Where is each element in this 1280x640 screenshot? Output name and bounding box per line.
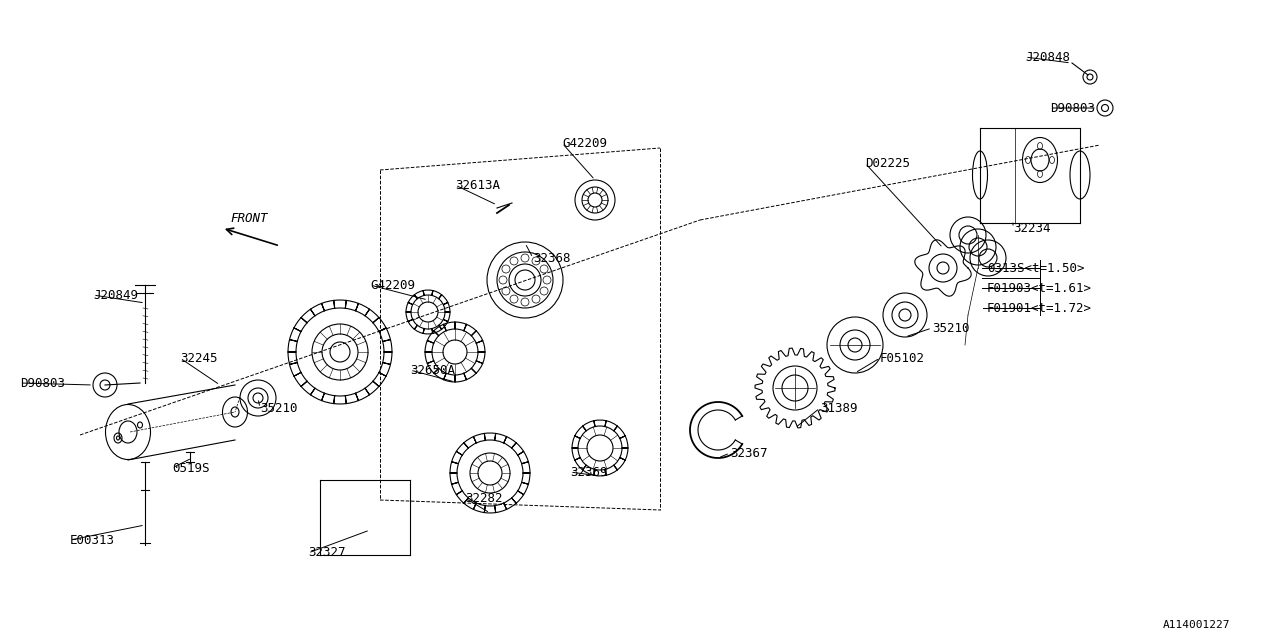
Text: 32245: 32245 — [180, 351, 218, 365]
Text: 32327: 32327 — [308, 547, 346, 559]
Text: 32650A: 32650A — [410, 364, 454, 376]
Text: J20848: J20848 — [1025, 51, 1070, 63]
Text: G42209: G42209 — [562, 136, 607, 150]
Text: 32234: 32234 — [1012, 221, 1051, 234]
Text: 32367: 32367 — [730, 447, 768, 460]
Text: F01903<t=1.61>: F01903<t=1.61> — [987, 282, 1092, 294]
Text: F01901<t=1.72>: F01901<t=1.72> — [987, 301, 1092, 314]
Text: 35210: 35210 — [932, 321, 969, 335]
Text: D90803: D90803 — [20, 376, 65, 390]
Text: G42209: G42209 — [370, 278, 415, 291]
Text: F05102: F05102 — [881, 351, 925, 365]
Text: 32369: 32369 — [570, 465, 608, 479]
Text: 35210: 35210 — [260, 401, 297, 415]
Text: J20849: J20849 — [93, 289, 138, 301]
Text: FRONT: FRONT — [230, 211, 268, 225]
Text: E00313: E00313 — [70, 534, 115, 547]
Text: A114001227: A114001227 — [1162, 620, 1230, 630]
Text: D90803: D90803 — [1050, 102, 1094, 115]
Text: 32613A: 32613A — [454, 179, 500, 191]
Text: 32368: 32368 — [532, 252, 571, 264]
Text: D02225: D02225 — [865, 157, 910, 170]
Text: 31389: 31389 — [820, 401, 858, 415]
Text: 32282: 32282 — [465, 492, 503, 504]
Text: 0519S: 0519S — [172, 461, 210, 474]
Text: 0313S<t=1.50>: 0313S<t=1.50> — [987, 262, 1084, 275]
